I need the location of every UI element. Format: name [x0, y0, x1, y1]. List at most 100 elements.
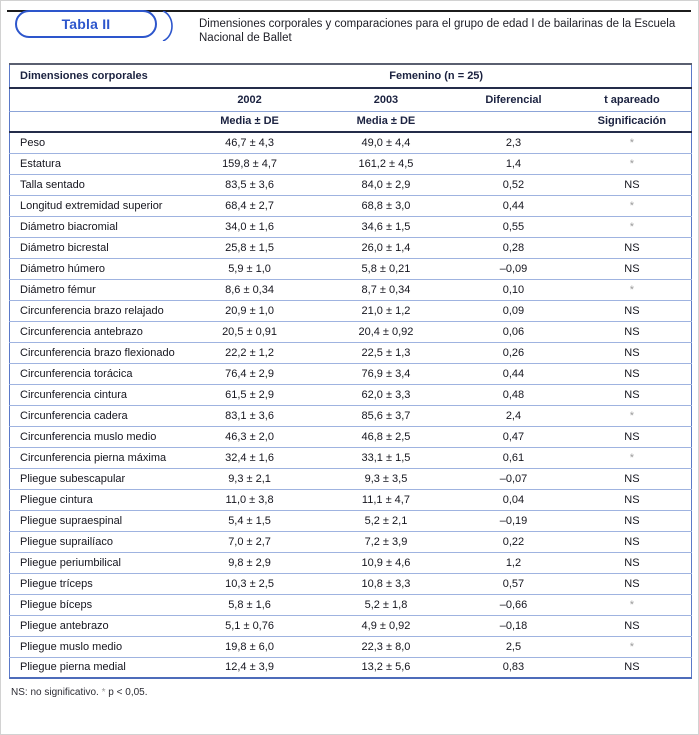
value-diferencial: 2,3 — [454, 132, 573, 154]
value-diferencial: 2,5 — [454, 636, 573, 658]
value-2003: 76,9 ± 3,4 — [317, 363, 455, 385]
value-diferencial: 0,10 — [454, 279, 573, 301]
table-row: Circunferencia cadera 83,1 ± 3,6 85,6 ± 3,… — [9, 405, 692, 427]
value-2002: 12,4 ± 3,9 — [181, 657, 318, 679]
table-row: Longitud extremidad superior 68,4 ± 2,7 68… — [9, 195, 692, 217]
row-label: Pliegue bíceps — [9, 594, 182, 616]
table-row: Circunferencia torácica 76,4 ± 2,9 76,9 ± … — [9, 363, 692, 385]
table-row: Circunferencia cintura 61,5 ± 2,9 62,0 ± 3… — [9, 384, 692, 406]
table-row: Circunferencia muslo medio 46,3 ± 2,0 46,8… — [9, 426, 692, 448]
value-2002: 83,5 ± 3,6 — [181, 174, 318, 196]
table-row: Circunferencia brazo flexionado 22,2 ± 1,… — [9, 342, 692, 364]
value-2003: 13,2 ± 5,6 — [317, 657, 455, 679]
value-2003: 5,2 ± 2,1 — [317, 510, 455, 532]
value-2003: 46,8 ± 2,5 — [317, 426, 455, 448]
value-significacion: * — [572, 216, 692, 238]
row-label: Pliegue supraespinal — [9, 510, 182, 532]
row-label: Circunferencia cintura — [9, 384, 182, 406]
value-2002: 5,9 ± 1,0 — [181, 258, 318, 280]
table-row: Diámetro húmero 5,9 ± 1,0 5,8 ± 0,21 –0,09 N… — [9, 258, 692, 280]
value-2003: 22,5 ± 1,3 — [317, 342, 455, 364]
value-2003: 34,6 ± 1,5 — [317, 216, 455, 238]
table-label: Tabla II — [61, 16, 111, 32]
row-label: Pliegue periumbilical — [9, 552, 182, 574]
value-2002: 11,0 ± 3,8 — [181, 489, 318, 511]
table-row: Circunferencia antebrazo 20,5 ± 0,91 20,4 … — [9, 321, 692, 343]
value-diferencial: 0,48 — [454, 384, 573, 406]
table-row: Pliegue suprailíaco 7,0 ± 2,7 7,2 ± 3,9 0,2… — [9, 531, 692, 553]
table-footnote: NS: no significativo. * p < 0,05. — [11, 687, 698, 698]
value-2003: 10,8 ± 3,3 — [317, 573, 455, 595]
table-row: Circunferencia pierna máxima 32,4 ± 1,6 33… — [9, 447, 692, 469]
value-diferencial: 0,44 — [454, 363, 573, 385]
row-label: Estatura — [9, 153, 182, 175]
value-2003: 49,0 ± 4,4 — [317, 132, 455, 154]
value-diferencial: 0,44 — [454, 195, 573, 217]
row-label: Circunferencia brazo relajado — [9, 300, 182, 322]
value-2003: 21,0 ± 1,2 — [317, 300, 455, 322]
value-2003: 4,9 ± 0,92 — [317, 615, 455, 637]
header-row-group: Dimensiones corporales Femenino (n = 25) — [9, 64, 692, 89]
col-header-dimensions: Dimensiones corporales — [9, 64, 182, 89]
value-2002: 7,0 ± 2,7 — [181, 531, 318, 553]
value-2003: 68,8 ± 3,0 — [317, 195, 455, 217]
value-2002: 20,9 ± 1,0 — [181, 300, 318, 322]
value-2002: 8,6 ± 0,34 — [181, 279, 318, 301]
header-spacer — [454, 111, 573, 133]
value-2002: 9,8 ± 2,9 — [181, 552, 318, 574]
row-label: Pliegue pierna medial — [9, 657, 182, 679]
badge-arc-icon — [162, 11, 173, 41]
table-header: Dimensiones corporales Femenino (n = 25)… — [9, 64, 692, 133]
header-spacer — [9, 88, 182, 112]
dimensions-table: Dimensiones corporales Femenino (n = 25)… — [9, 63, 692, 679]
value-2003: 9,3 ± 3,5 — [317, 468, 455, 490]
header-spacer — [9, 111, 182, 133]
value-diferencial: –0,07 — [454, 468, 573, 490]
value-2002: 10,3 ± 2,5 — [181, 573, 318, 595]
row-label: Diámetro bicrestal — [9, 237, 182, 259]
col-header-2002: 2002 — [181, 88, 318, 112]
row-label: Circunferencia muslo medio — [9, 426, 182, 448]
table-row: Peso 46,7 ± 4,3 49,0 ± 4,4 2,3 * — [9, 132, 692, 154]
row-label: Pliegue muslo medio — [9, 636, 182, 658]
value-significacion: * — [572, 279, 692, 301]
footnote-asterisk: * — [101, 687, 106, 698]
table-row: Circunferencia brazo relajado 20,9 ± 1,0 2… — [9, 300, 692, 322]
value-significacion: NS — [572, 510, 692, 532]
value-diferencial: 2,4 — [454, 405, 573, 427]
value-diferencial: 0,26 — [454, 342, 573, 364]
value-diferencial: –0,19 — [454, 510, 573, 532]
row-label: Diámetro fémur — [9, 279, 182, 301]
value-significacion: NS — [572, 552, 692, 574]
footnote-ns-text: NS: no significativo. — [11, 687, 99, 698]
value-diferencial: 1,4 — [454, 153, 573, 175]
col-header-t-apareado: t apareado — [572, 88, 692, 112]
value-2002: 46,7 ± 4,3 — [181, 132, 318, 154]
value-2003: 5,2 ± 1,8 — [317, 594, 455, 616]
top-rule-divider — [7, 10, 691, 12]
value-diferencial: –0,09 — [454, 258, 573, 280]
value-diferencial: 0,61 — [454, 447, 573, 469]
value-2003: 26,0 ± 1,4 — [317, 237, 455, 259]
value-2003: 11,1 ± 4,7 — [317, 489, 455, 511]
table-row: Pliegue periumbilical 9,8 ± 2,9 10,9 ± 4,6… — [9, 552, 692, 574]
value-2002: 61,5 ± 2,9 — [181, 384, 318, 406]
row-label: Circunferencia brazo flexionado — [9, 342, 182, 364]
value-2002: 159,8 ± 4,7 — [181, 153, 318, 175]
value-significacion: * — [572, 447, 692, 469]
value-2003: 62,0 ± 3,3 — [317, 384, 455, 406]
row-label: Pliegue suprailíaco — [9, 531, 182, 553]
table-row: Diámetro fémur 8,6 ± 0,34 8,7 ± 0,34 0,10 * — [9, 279, 692, 301]
value-diferencial: 1,2 — [454, 552, 573, 574]
table-row: Pliegue supraespinal 5,4 ± 1,5 5,2 ± 2,1 –0… — [9, 510, 692, 532]
value-2002: 5,4 ± 1,5 — [181, 510, 318, 532]
value-diferencial: 0,09 — [454, 300, 573, 322]
value-2002: 76,4 ± 2,9 — [181, 363, 318, 385]
value-diferencial: 0,57 — [454, 573, 573, 595]
value-2002: 68,4 ± 2,7 — [181, 195, 318, 217]
col-subheader-media-2002: Media ± DE — [181, 111, 318, 133]
value-significacion: * — [572, 594, 692, 616]
value-2003: 84,0 ± 2,9 — [317, 174, 455, 196]
value-2003: 5,8 ± 0,21 — [317, 258, 455, 280]
table-title: Dimensiones corporales y comparaciones p… — [199, 18, 676, 44]
